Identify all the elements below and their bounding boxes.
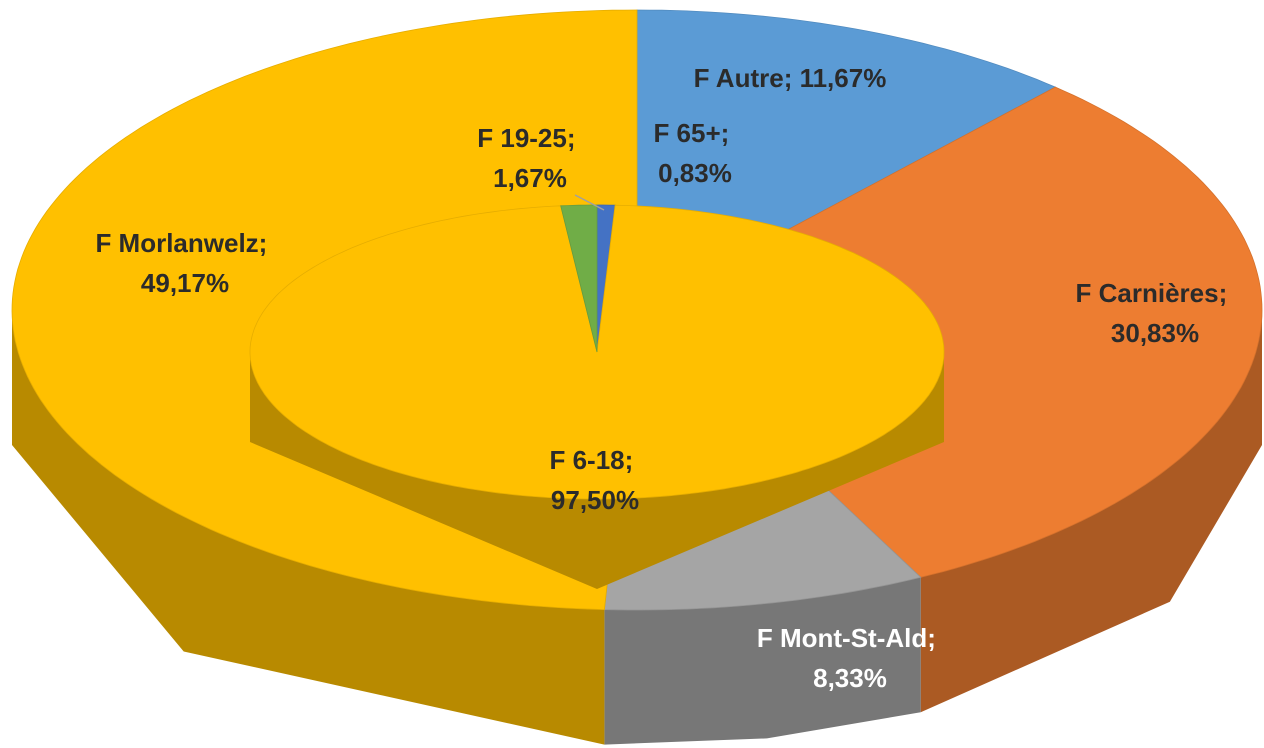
label-line: 1,67% (493, 163, 567, 193)
label-line: 49,17% (141, 268, 229, 298)
labels: F Autre; 11,67% F Carnières; 30,83% F Mont… (95, 63, 1234, 693)
slice-side (12, 310, 605, 745)
data-label: F Mont-St-Ald; 8,33% (757, 623, 943, 693)
data-label: F 19-25; 1,67% (477, 123, 583, 193)
data-label: F Autre; 11,67% (694, 63, 887, 93)
label-line: 30,83% (1111, 318, 1199, 348)
pies (11, 9, 1263, 745)
label-line: F Mont-St-Ald; (757, 623, 943, 653)
data-label: F Carnières; 30,83% (1076, 278, 1235, 348)
label-line: F 6-18; (549, 445, 640, 475)
label-line: F Morlanwelz; (95, 228, 274, 258)
label-line: 97,50% (551, 485, 639, 515)
data-label: F 65+; 0,83% (653, 118, 736, 188)
slice-side (250, 352, 944, 589)
slice-top (249, 204, 945, 500)
label-line: 8,33% (813, 663, 887, 693)
label-line: F 65+; (653, 118, 736, 148)
label-line: F 19-25; (477, 123, 583, 153)
leader-line (574, 194, 605, 211)
label-line: 0,83% (658, 158, 732, 188)
slice (249, 204, 945, 589)
slice-side (604, 577, 921, 745)
data-label: F 6-18; 97,50% (549, 445, 640, 515)
label-line: F Carnières; (1076, 278, 1235, 308)
data-label: F Morlanwelz; 49,17% (95, 228, 274, 298)
slice-side (920, 310, 1262, 713)
